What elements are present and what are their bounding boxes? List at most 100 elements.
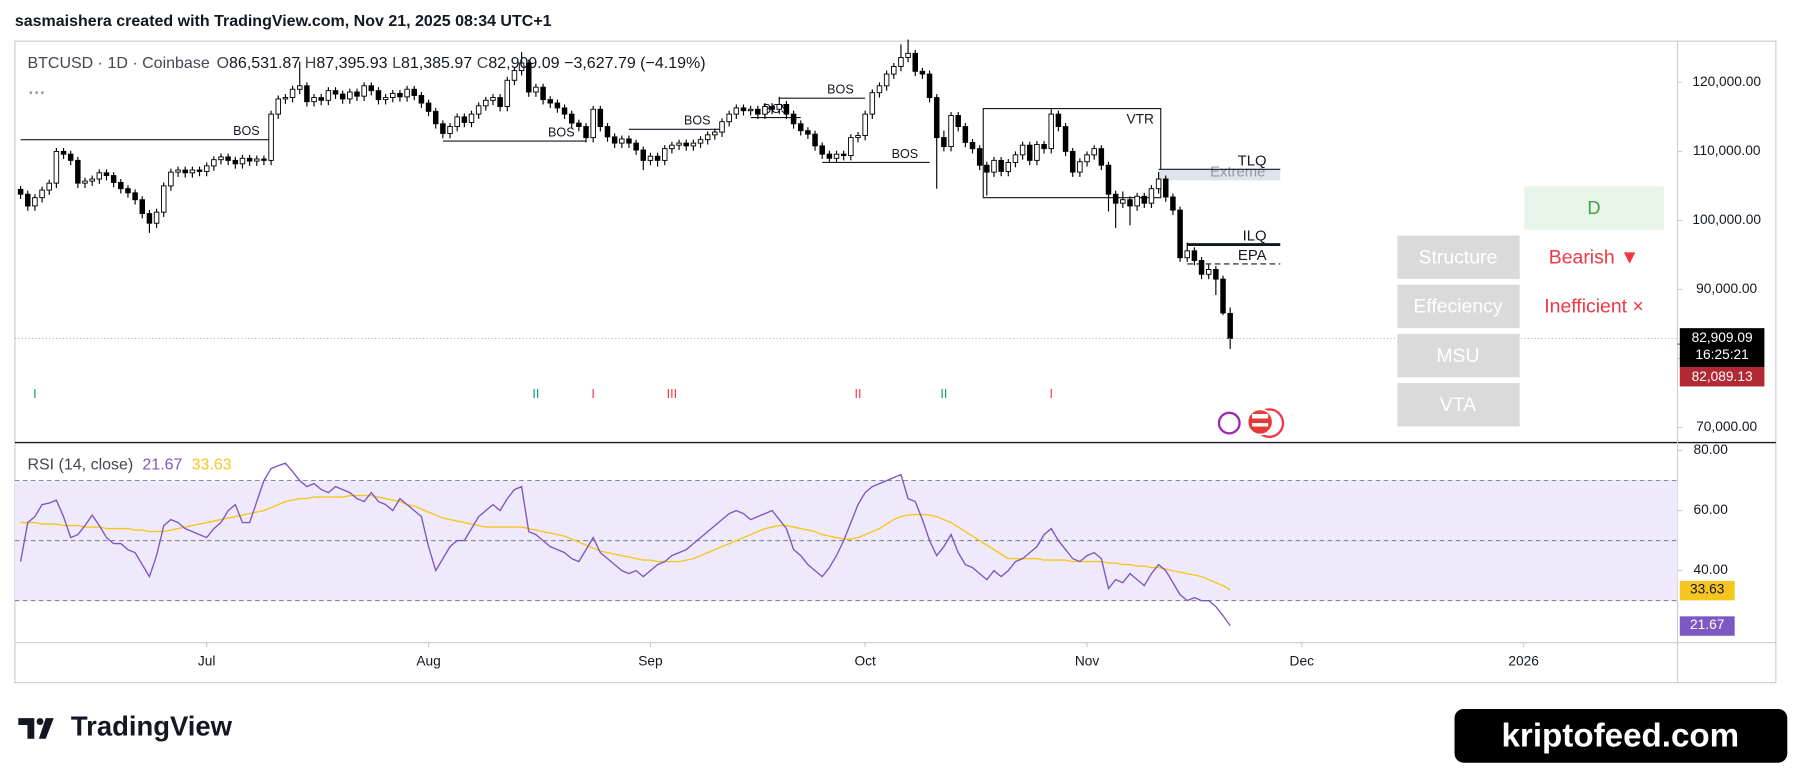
candle-body — [554, 102, 561, 109]
candle-body — [354, 91, 360, 97]
candle-body — [848, 137, 854, 156]
candle-body — [375, 90, 382, 101]
candle-body — [1048, 113, 1054, 150]
candle-body — [568, 113, 575, 124]
y-tick-label: 90,000.00 — [1696, 281, 1757, 296]
candle-body — [898, 57, 904, 67]
rsi-axis-label: 33.63 — [1690, 582, 1725, 597]
candle-body — [812, 133, 818, 147]
candle-body — [1034, 144, 1040, 161]
candle-body — [60, 150, 67, 155]
y-tick-label: 100,000.00 — [1692, 212, 1761, 227]
candle-body — [733, 107, 740, 115]
x-tick-label: Jul — [198, 654, 216, 669]
candle-body — [1012, 154, 1019, 163]
candle-body — [497, 97, 503, 107]
candle-body — [483, 99, 489, 107]
timeframe-label: D — [1587, 197, 1600, 218]
candle-body — [390, 92, 396, 99]
y-tick-label: 110,000.00 — [1693, 143, 1761, 158]
candle-body — [275, 98, 282, 115]
row-label: Effeciency — [1413, 296, 1503, 318]
candle-body — [561, 107, 568, 115]
candle-body — [440, 123, 446, 134]
row-label-cell — [1397, 284, 1520, 329]
candle-body — [232, 159, 239, 165]
candle-body — [1213, 269, 1219, 280]
level-label: TLQ — [1238, 153, 1267, 169]
candle-body — [1077, 161, 1083, 173]
candle-body — [189, 169, 196, 174]
candle-body — [905, 52, 911, 58]
level-label: BOS — [233, 124, 260, 138]
zone — [982, 108, 1162, 199]
candle-body — [697, 139, 704, 144]
ohlc-value: 82,909.09 — [488, 55, 559, 72]
rsi-value: 21.67 — [142, 457, 182, 474]
candle-body — [640, 149, 647, 161]
candle-body — [611, 136, 618, 144]
candle-body — [25, 193, 31, 207]
logo-text: TradingView — [71, 711, 233, 742]
candle-body — [740, 107, 747, 112]
y-tick-label: 60.00 — [1693, 502, 1728, 517]
candle-body — [425, 102, 432, 112]
candle-body — [683, 142, 689, 147]
ohlc-key: H — [305, 55, 317, 72]
candle-body — [647, 155, 654, 161]
zone-label: Extreme — [1210, 165, 1265, 181]
row-value: Inefficient × — [1544, 296, 1644, 318]
candle-body — [1091, 148, 1097, 156]
candle-body — [1084, 154, 1090, 163]
candle-body — [855, 135, 861, 139]
candle-body — [461, 116, 468, 123]
candle-body — [712, 131, 718, 136]
candle-body — [160, 185, 167, 213]
candle-body — [662, 148, 668, 161]
candle-body — [862, 113, 868, 136]
candle-body — [1177, 209, 1183, 259]
x-tick-label: Dec — [1290, 654, 1315, 669]
candle-body — [182, 169, 188, 174]
candle-body — [1220, 278, 1226, 314]
candle-body — [984, 164, 990, 173]
candle-body — [89, 178, 95, 182]
candle-body — [776, 103, 783, 110]
row-label: MSU — [1436, 345, 1479, 367]
ohlc-value: 86,531.87 — [229, 55, 300, 72]
candle-body — [75, 159, 81, 184]
zone-label: VTR — [1126, 112, 1154, 127]
candle-body — [203, 165, 210, 172]
candle-body — [1105, 164, 1112, 195]
candle-body — [246, 157, 253, 162]
signal-marker: II — [855, 387, 862, 401]
candle-body — [1141, 195, 1148, 204]
x-tick-label: Oct — [854, 654, 876, 669]
candle-body — [991, 159, 997, 173]
candle-body — [747, 108, 754, 112]
candle-body — [296, 85, 303, 90]
candle-body — [397, 92, 403, 98]
candle-body — [211, 159, 217, 167]
x-tick-label: Nov — [1075, 654, 1100, 669]
y-tick-label: 40.00 — [1693, 562, 1728, 577]
row-label: Structure — [1419, 247, 1498, 269]
candle-body — [411, 88, 417, 96]
candle-body — [790, 113, 797, 125]
candle-body — [1198, 260, 1205, 275]
menu-dots — [29, 91, 44, 94]
candle-body — [282, 97, 289, 100]
rsi-axis-label: 21.67 — [1690, 617, 1724, 632]
candle-body — [1170, 196, 1176, 211]
candle-body — [805, 130, 811, 135]
candle-body — [518, 62, 525, 72]
candle-body — [1098, 148, 1105, 166]
candle-body — [32, 197, 38, 207]
rsi-legend: RSI (14, close) 21.67 33.63 — [27, 457, 231, 474]
candle-body — [840, 153, 847, 156]
candle-body — [633, 142, 639, 151]
candle-body — [1155, 178, 1162, 190]
candle-body — [168, 171, 174, 187]
candle-body — [46, 182, 52, 191]
candle-body — [919, 70, 926, 75]
